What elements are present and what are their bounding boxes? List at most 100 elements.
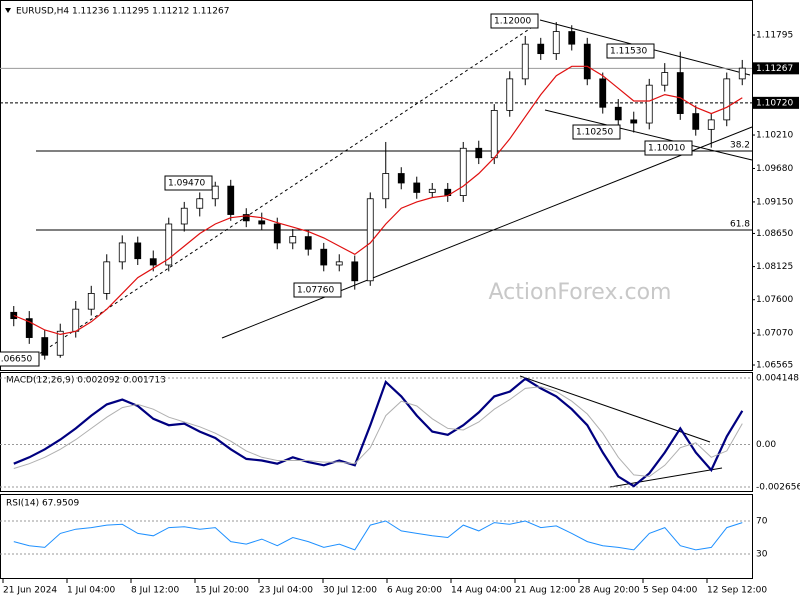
y-tick-label: 1.11795 <box>756 31 793 41</box>
candle-body <box>211 185 219 200</box>
annotation-box <box>293 282 342 298</box>
y-tick-label: 1.08125 <box>756 262 793 272</box>
series-line <box>13 386 743 478</box>
candle-body <box>242 214 250 222</box>
annotation: 1.11530 <box>610 47 647 57</box>
y-tick-label: 1.07070 <box>756 329 793 339</box>
candle-body <box>289 236 297 244</box>
trendline <box>544 109 753 161</box>
candle-body <box>335 261 343 266</box>
candle-body <box>459 147 467 197</box>
price-tag <box>753 96 799 109</box>
x-tick-label: 30 Jul 12:00 <box>323 586 377 596</box>
rsi-title: RSI(14) 67.9509 <box>6 499 79 509</box>
annotation-box <box>572 124 621 140</box>
candle-body <box>196 198 204 209</box>
candle-body <box>397 173 405 184</box>
y-tick-label: 0.004148 <box>756 373 799 383</box>
watermark: ActionForex.com <box>489 280 672 305</box>
candle-body <box>149 258 157 266</box>
candle-body <box>552 31 560 55</box>
series-line <box>13 520 743 551</box>
candle-body <box>692 113 700 130</box>
rsi-panel <box>0 494 753 579</box>
trendline <box>221 126 753 339</box>
candle-body <box>428 188 436 193</box>
candle-body <box>521 43 529 80</box>
x-tick-label: 15 Jul 20:00 <box>195 586 249 596</box>
annotation-box <box>644 140 693 156</box>
candle-body <box>41 337 49 356</box>
candle-body <box>165 223 173 266</box>
fib-label: 38.2 <box>730 141 750 151</box>
candle-body <box>227 185 235 215</box>
candle-body <box>738 67 746 80</box>
annotation: 1.06650 <box>0 355 32 365</box>
y-tick-label: 1.06565 <box>756 361 793 371</box>
x-tick-label: 1 Jul 04:00 <box>67 586 116 596</box>
candle-body <box>134 242 142 260</box>
x-tick-label: 28 Aug 20:00 <box>579 586 640 596</box>
candle-body <box>614 106 622 121</box>
candle-body <box>258 220 266 225</box>
x-tick-label: 5 Sep 04:00 <box>643 586 698 596</box>
y-tick-label: 70 <box>756 516 768 526</box>
candle-body <box>661 72 669 86</box>
candle-body <box>304 236 312 250</box>
chart-title: EURUSD,H4 1.11236 1.11295 1.11212 1.1126… <box>16 7 229 17</box>
candle-body <box>413 182 421 193</box>
candle-body <box>273 223 281 244</box>
menu-arrow <box>5 8 11 13</box>
annotation-box <box>164 175 213 191</box>
candle-body <box>87 293 95 310</box>
candle-body <box>490 110 498 159</box>
candle-body <box>630 119 638 124</box>
candle-body <box>506 78 514 111</box>
candle-body <box>320 248 328 266</box>
price-tag-label: 1.10720 <box>756 98 793 108</box>
x-tick-label: 21 Aug 12:00 <box>515 586 576 596</box>
candle-body <box>645 84 653 124</box>
x-tick-label: 21 Jun 2024 <box>3 586 57 596</box>
y-tick-label: 1.07600 <box>756 295 793 305</box>
candle-body <box>583 43 591 80</box>
price-tag <box>753 62 799 75</box>
candle-body <box>475 147 483 159</box>
candle-body <box>382 173 390 200</box>
candle-body <box>707 119 715 130</box>
annotation: 1.10250 <box>576 128 613 138</box>
x-tick-label: 14 Aug 04:00 <box>451 586 512 596</box>
candle-body <box>180 207 188 225</box>
x-tick-label: 6 Aug 20:00 <box>387 586 442 596</box>
x-tick-label: 23 Jul 04:00 <box>259 586 313 596</box>
y-tick-label: 1.09680 <box>756 164 793 174</box>
candle-body <box>676 72 684 114</box>
y-tick-label: 1.09150 <box>756 197 793 207</box>
moving-average <box>13 65 743 336</box>
candle-body <box>351 261 359 282</box>
y-tick-label: -0.002656 <box>756 483 800 493</box>
price-panel <box>0 0 753 371</box>
x-tick-label: 12 Sep 12:00 <box>707 586 767 596</box>
candle-body <box>56 330 64 356</box>
annotation: 1.09470 <box>168 179 205 189</box>
candle-body <box>10 311 18 320</box>
price-tag-label: 1.11267 <box>756 64 793 74</box>
annotation-box <box>606 43 655 59</box>
candle-body <box>723 78 731 121</box>
annotation: 1.07760 <box>297 286 334 296</box>
candle-body <box>537 43 545 55</box>
y-tick-label: 30 <box>756 549 768 559</box>
y-tick-label: 1.08650 <box>756 229 793 239</box>
annotation-box <box>0 351 40 367</box>
x-tick-label: 8 Jul 12:00 <box>131 586 180 596</box>
macd-panel <box>0 372 753 492</box>
candle-body <box>568 31 576 45</box>
candle-body <box>118 242 126 263</box>
annotation: 1.10010 <box>648 144 685 154</box>
fib-label: 61.8 <box>730 220 750 230</box>
annotation-box <box>490 13 539 29</box>
macd-title: MACD(12,26,9) 0.002092 0.001713 <box>6 376 166 386</box>
